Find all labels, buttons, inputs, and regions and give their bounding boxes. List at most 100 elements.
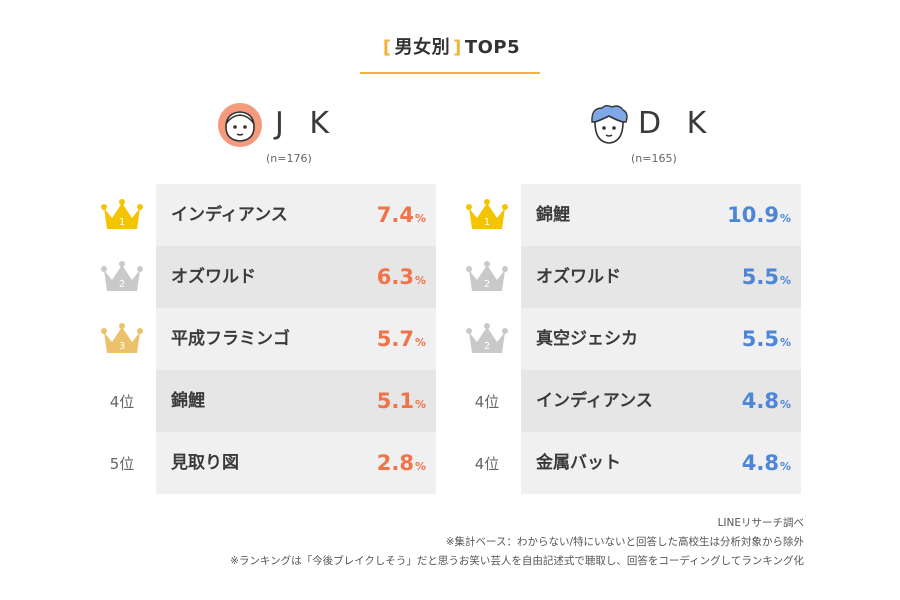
percentage-value: 5.5	[741, 327, 779, 351]
ranking-row: 4位 錦鯉 5.1%	[90, 370, 440, 432]
ranking-bar: 見取り図 2.8%	[156, 432, 436, 494]
comedian-name: オズワルド	[536, 267, 621, 287]
footnote-base: ※集計ベース：わからない/特にいないと回答した高校生は分析対象から除外	[445, 536, 804, 548]
ranking-row: 4位 金属バット 4.8%	[455, 432, 805, 494]
percentage-value: 5.1	[376, 389, 414, 413]
dk-group-name: D K	[638, 106, 715, 141]
jk-group-name: J K	[275, 106, 338, 141]
percentage-value: 4.8	[741, 389, 779, 413]
rank-label: 5位	[109, 454, 135, 473]
percentage-value: 5.7	[376, 327, 414, 351]
rank-cell: 5位	[90, 432, 154, 494]
percentage-unit: %	[414, 274, 426, 287]
crown-rank-number: 2	[119, 279, 125, 290]
ranking-row: 2 オズワルド 6.3%	[90, 246, 440, 308]
ranking-row: 5位 見取り図 2.8%	[90, 432, 440, 494]
jk-header: J K (n=176)	[90, 98, 440, 184]
girl-face-icon	[218, 103, 262, 147]
crown-bronze-icon: 3	[101, 323, 143, 353]
ranking-row: 1 インディアンス 7.4%	[90, 184, 440, 246]
jk-column: J K (n=176) 1 インディアンス 7.4% 2 オズワルド 6.3% 3 平成フラミ…	[90, 98, 440, 494]
rank-cell: 1	[455, 184, 519, 246]
comedian-name: インディアンス	[536, 391, 653, 411]
percentage-unit: %	[779, 274, 791, 287]
ranking-bar: オズワルド 6.3%	[156, 246, 436, 308]
crown-rank-number: 2	[484, 279, 490, 290]
footnote: LINEリサーチ調べ ※集計ベース：わからない/特にいないと回答した高校生は分析…	[230, 514, 804, 571]
title-underline	[360, 72, 540, 74]
comedian-name: 平成フラミンゴ	[171, 329, 290, 349]
crown-silver-icon: 2	[466, 261, 508, 291]
percentage: 10.9%	[727, 184, 791, 250]
crown-gold-icon: 1	[101, 199, 143, 229]
percentage-unit: %	[414, 460, 426, 473]
comedian-name: 見取り図	[171, 453, 239, 473]
comedian-name: 錦鯉	[171, 391, 205, 411]
dk-sample-size: (n=165)	[631, 152, 677, 165]
jk-ranking-list: 1 インディアンス 7.4% 2 オズワルド 6.3% 3 平成フラミンゴ 5.7% 4位 錦鯉 5.…	[90, 184, 440, 494]
rank-cell: 2	[455, 308, 519, 370]
ranking-bar: インディアンス 7.4%	[156, 184, 436, 246]
percentage-unit: %	[414, 212, 426, 225]
comedian-name: 錦鯉	[536, 205, 570, 225]
percentage-value: 4.8	[741, 451, 779, 475]
rank-cell: 4位	[90, 370, 154, 432]
percentage: 4.8%	[742, 432, 791, 498]
percentage: 5.1%	[377, 370, 426, 436]
percentage-unit: %	[779, 212, 791, 225]
ranking-bar: 真空ジェシカ 5.5%	[521, 308, 801, 370]
percentage-value: 6.3	[376, 265, 414, 289]
crown-rank-number: 3	[119, 341, 125, 352]
crown-rank-number: 1	[119, 217, 125, 228]
comedian-name: オズワルド	[171, 267, 256, 287]
boy-face-icon	[591, 105, 628, 144]
percentage: 5.7%	[377, 308, 426, 374]
percentage: 2.8%	[377, 432, 426, 498]
rank-cell: 2	[455, 246, 519, 308]
ranking-bar: オズワルド 5.5%	[521, 246, 801, 308]
rank-cell: 2	[90, 246, 154, 308]
percentage-unit: %	[779, 460, 791, 473]
title-suffix: TOP5	[464, 37, 521, 58]
title-bracket-right: ]	[453, 37, 462, 58]
ranking-bar: インディアンス 4.8%	[521, 370, 801, 432]
rank-label: 4位	[474, 392, 500, 411]
rank-cell: 4位	[455, 370, 519, 432]
percentage: 5.5%	[742, 246, 791, 312]
crown-silver-icon: 2	[466, 323, 508, 353]
dk-ranking-list: 1 錦鯉 10.9% 2 オズワルド 5.5% 2 真空ジェシカ 5.5% 4位 インディアンス 4.…	[455, 184, 805, 494]
jk-sample-size: (n=176)	[266, 152, 312, 165]
comedian-name: 真空ジェシカ	[536, 329, 638, 349]
percentage: 7.4%	[377, 184, 426, 250]
title-text: [男女別] TOP5	[360, 34, 540, 62]
comedian-name: インディアンス	[171, 205, 288, 225]
rank-label: 4位	[474, 454, 500, 473]
crown-gold-icon: 1	[466, 199, 508, 229]
footnote-source: LINEリサーチ調べ	[717, 517, 804, 529]
ranking-bar: 錦鯉 10.9%	[521, 184, 801, 246]
ranking-bar: 金属バット 4.8%	[521, 432, 801, 494]
percentage-value: 2.8	[376, 451, 414, 475]
percentage-unit: %	[779, 398, 791, 411]
rank-label: 4位	[109, 392, 135, 411]
ranking-bar: 平成フラミンゴ 5.7%	[156, 308, 436, 370]
ranking-row: 4位 インディアンス 4.8%	[455, 370, 805, 432]
ranking-row: 3 平成フラミンゴ 5.7%	[90, 308, 440, 370]
comedian-name: 金属バット	[536, 453, 621, 473]
section-title: [男女別] TOP5	[360, 34, 540, 74]
percentage-unit: %	[414, 398, 426, 411]
percentage: 4.8%	[742, 370, 791, 436]
dk-column: D K (n=165) 1 錦鯉 10.9% 2 オズワルド 5.5% 2 真空ジェシカ 5.5…	[455, 98, 805, 494]
crown-silver-icon: 2	[101, 261, 143, 291]
title-main: 男女別	[394, 37, 451, 58]
crown-rank-number: 2	[484, 341, 490, 352]
ranking-row: 2 真空ジェシカ 5.5%	[455, 308, 805, 370]
percentage-unit: %	[414, 336, 426, 349]
rank-cell: 3	[90, 308, 154, 370]
percentage-value: 7.4	[376, 203, 414, 227]
percentage-value: 5.5	[741, 265, 779, 289]
dk-header: D K (n=165)	[455, 98, 805, 184]
ranking-row: 1 錦鯉 10.9%	[455, 184, 805, 246]
rank-cell: 4位	[455, 432, 519, 494]
rank-cell: 1	[90, 184, 154, 246]
